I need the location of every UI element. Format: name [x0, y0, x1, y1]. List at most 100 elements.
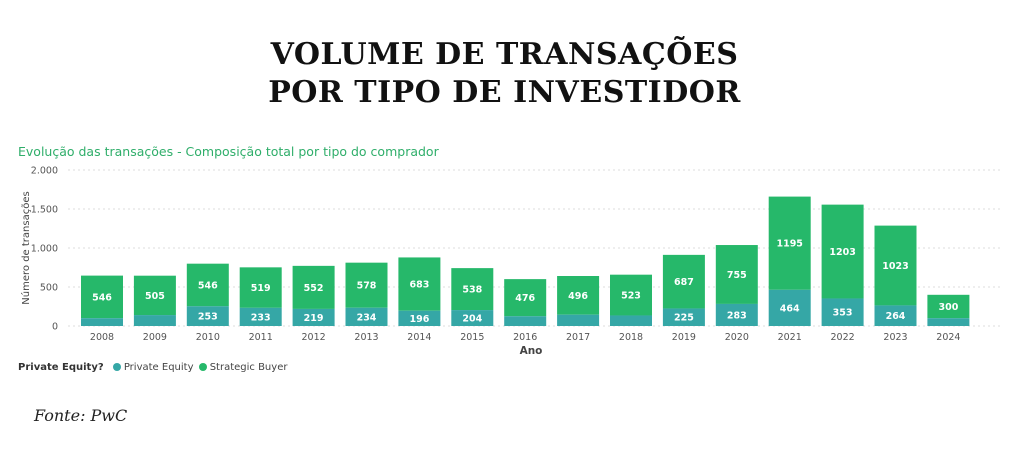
data-labels: 546 505 546 253 519 233 552 219 578 234 683 196 538 2… [92, 239, 959, 325]
bar-strategic-buyer [610, 274, 652, 316]
x-tick-label: 2016 [513, 332, 537, 343]
bar-strategic-buyer [451, 268, 494, 311]
bar-strategic-buyer [504, 279, 547, 317]
data-label: 578 [357, 281, 377, 292]
bar-strategic-buyer [239, 267, 282, 308]
bar-private-equity [345, 307, 388, 326]
bar-private-equity [398, 310, 441, 326]
bar-strategic-buyer [715, 245, 758, 304]
x-tick-label: 2011 [249, 332, 273, 343]
data-label: 353 [833, 308, 853, 319]
x-tick-label: 2019 [672, 332, 696, 343]
data-label: 505 [145, 291, 165, 302]
data-label: 552 [304, 283, 324, 294]
bars [81, 196, 970, 326]
source-note: Fonte: PwC [34, 406, 128, 425]
x-axis-title: Ano [520, 345, 543, 357]
legend-dot-icon [112, 363, 121, 371]
bar-private-equity [821, 298, 864, 326]
data-label: 204 [462, 314, 482, 325]
y-tick-label: 500 [40, 283, 58, 294]
data-label: 683 [409, 280, 429, 291]
bar-strategic-buyer [927, 294, 970, 319]
bar-strategic-buyer [81, 275, 123, 319]
data-label: 264 [886, 311, 906, 322]
bar-strategic-buyer [768, 196, 811, 290]
data-label: 196 [409, 314, 429, 325]
y-axis-title: Número de transações [20, 191, 32, 304]
bar-private-equity [610, 315, 652, 326]
bar-strategic-buyer [662, 254, 705, 309]
bar-private-equity [662, 308, 705, 326]
bar-private-equity [81, 318, 123, 326]
chart-title: Evolução das transações - Composição tot… [18, 144, 439, 159]
x-tick-label: 2014 [407, 332, 431, 343]
bar-strategic-buyer [557, 276, 600, 315]
data-label: 687 [674, 277, 694, 288]
bar-private-equity [239, 307, 282, 326]
data-label: 464 [780, 303, 800, 314]
y-tick-label: 2.000 [31, 166, 58, 177]
data-label: 519 [251, 283, 271, 294]
data-label: 523 [621, 291, 641, 302]
data-label: 233 [251, 312, 271, 323]
x-tick-label: 2022 [831, 332, 855, 343]
x-tick-label: 2015 [460, 332, 484, 343]
x-tick-label: 2018 [619, 332, 643, 343]
bar-private-equity [133, 315, 176, 326]
bar-strategic-buyer [345, 262, 388, 308]
legend: Private Equity? Private Equity Strategic… [18, 362, 287, 373]
bar-private-equity [451, 310, 494, 326]
legend-item-private-equity[interactable]: Private Equity [111, 362, 197, 373]
y-tick-label: 1.500 [31, 205, 58, 216]
x-tick-label: 2020 [725, 332, 749, 343]
data-label: 546 [92, 292, 112, 303]
x-tick-label: 2012 [302, 332, 326, 343]
data-label: 225 [674, 313, 694, 324]
x-tick-label: 2008 [90, 332, 114, 343]
data-label: 546 [198, 280, 218, 291]
bar-strategic-buyer [133, 275, 176, 316]
y-axis-ticks: 0 500 1.000 1.500 2.000 [31, 166, 58, 333]
bar-private-equity [874, 305, 917, 326]
data-label: 1023 [882, 261, 908, 272]
data-label: 253 [198, 312, 218, 323]
legend-item-strategic-buyer[interactable]: Strategic Buyer [197, 362, 288, 373]
x-tick-label: 2013 [354, 332, 378, 343]
bar-private-equity [292, 308, 335, 326]
x-tick-label: 2024 [936, 332, 960, 343]
title-line-2: POR TIPO DE INVESTIDOR [268, 75, 741, 110]
bar-private-equity [715, 303, 758, 326]
legend-label-private-equity: Private Equity [123, 362, 194, 373]
bar-private-equity [186, 306, 229, 326]
data-label: 1195 [776, 239, 802, 250]
stacked-bar-chart: 0 500 1.000 1.500 2.000 546 505 546 253 519 233 55… [20, 166, 1000, 357]
x-tick-label: 2010 [196, 332, 220, 343]
bar-private-equity [927, 318, 970, 326]
x-tick-label: 2021 [778, 332, 802, 343]
bar-strategic-buyer [874, 225, 917, 306]
legend-dot-icon [198, 363, 207, 371]
bar-strategic-buyer [186, 263, 229, 307]
title-line-1: VOLUME DE TRANSAÇÕES [270, 37, 739, 72]
data-label: 234 [357, 312, 377, 323]
x-tick-label: 2017 [566, 332, 590, 343]
page-title: VOLUME DE TRANSAÇÕES POR TIPO DE INVESTI… [0, 36, 1009, 112]
data-label: 1203 [829, 247, 855, 258]
bar-private-equity [768, 289, 811, 326]
bar-private-equity [557, 314, 600, 326]
data-label: 755 [727, 270, 747, 281]
y-tick-label: 0 [52, 322, 58, 333]
legend-label-strategic-buyer: Strategic Buyer [209, 362, 288, 373]
legend-title: Private Equity? [18, 362, 104, 373]
data-label: 496 [568, 291, 588, 302]
data-label: 476 [515, 293, 535, 304]
bar-strategic-buyer [821, 204, 864, 299]
y-tick-label: 1.000 [31, 244, 58, 255]
data-label: 283 [727, 310, 747, 321]
data-label: 300 [938, 302, 958, 313]
bar-strategic-buyer [398, 257, 441, 311]
bar-private-equity [504, 316, 547, 326]
data-label: 219 [304, 313, 324, 324]
x-tick-label: 2009 [143, 332, 167, 343]
